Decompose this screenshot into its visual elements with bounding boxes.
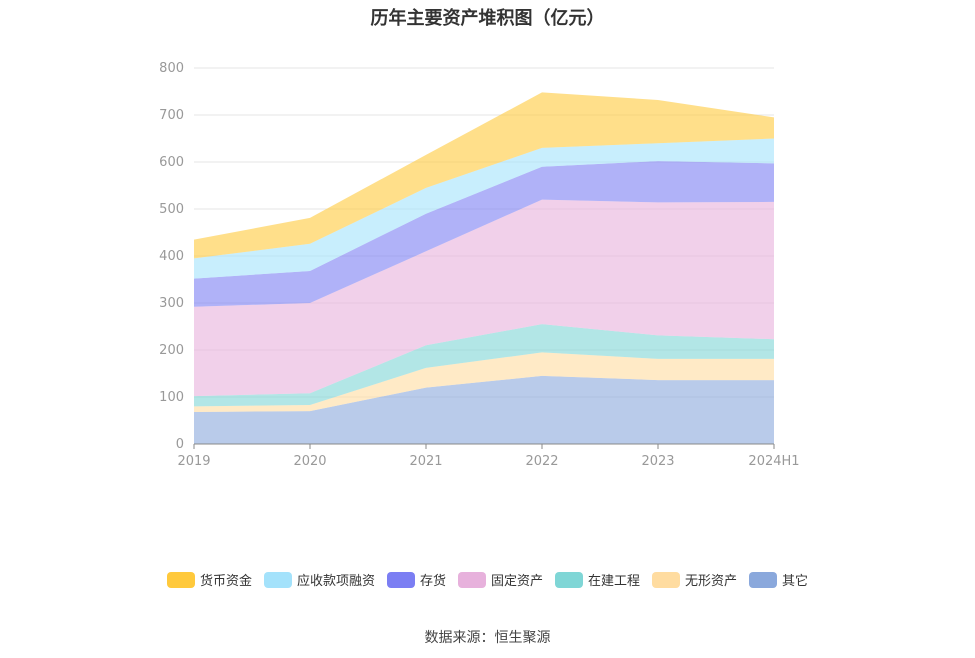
x-tick-label: 2023 (641, 454, 674, 469)
y-tick-label: 600 (159, 155, 184, 170)
y-tick-label: 700 (159, 108, 184, 123)
chart-title: 历年主要资产堆积图（亿元） (370, 8, 605, 29)
legend-swatch (652, 571, 681, 588)
legend-swatch (457, 571, 486, 588)
legend-item[interactable]: 无形资产 (652, 570, 737, 589)
area-series-5 (194, 138, 774, 279)
legend: 货币资金 应收款项融资 存货 固定资产 在建工程 无形资产 其它 (0, 570, 975, 589)
y-tick-label: 200 (159, 343, 184, 358)
area-series-0 (194, 375, 774, 444)
legend-item[interactable]: 应收款项融资 (263, 570, 375, 589)
data-source-note: 数据来源：恒生聚源 (424, 630, 551, 646)
legend-item[interactable]: 其它 (749, 570, 808, 589)
x-tick-label: 2022 (525, 454, 558, 469)
x-tick-label: 2020 (293, 454, 326, 469)
area-series-2 (194, 324, 774, 407)
legend-item[interactable]: 存货 (386, 570, 446, 589)
area-layer (194, 92, 774, 444)
legend-label: 应收款项融资 (296, 574, 375, 589)
area-series-6 (194, 92, 774, 259)
legend-label: 在建工程 (588, 574, 641, 589)
area-series-3 (194, 199, 774, 397)
x-tick-label: 2019 (177, 454, 210, 469)
legend-label: 固定资产 (490, 574, 543, 589)
legend-swatch (166, 571, 195, 588)
y-tick-label: 800 (159, 61, 184, 76)
legend-swatch (555, 571, 583, 588)
legend-label: 货币资金 (199, 574, 252, 589)
legend-swatch (386, 571, 415, 588)
stacked-area-chart: 0 100 200 300 400 500 600 700 800 2019 2020 2021 202… (159, 61, 799, 469)
y-tick-label: 500 (159, 202, 184, 217)
area-series-4 (194, 161, 774, 307)
y-tick-label: 100 (159, 390, 184, 405)
y-tick-label: 300 (159, 296, 184, 311)
legend-label: 无形资产 (685, 574, 738, 589)
x-tick-label: 2021 (409, 454, 442, 469)
legend-label: 存货 (419, 574, 446, 589)
legend-item[interactable]: 在建工程 (555, 570, 640, 589)
axis-layer: 0 100 200 300 400 500 600 700 800 2019 2020 2021 202… (159, 61, 799, 469)
legend-item[interactable]: 货币资金 (166, 570, 252, 589)
area-series-1 (194, 352, 774, 412)
x-tick-label: 2024H1 (748, 454, 799, 469)
y-tick-label: 400 (159, 249, 184, 264)
legend-label: 其它 (782, 574, 809, 589)
legend-swatch (263, 571, 292, 588)
y-tick-label: 0 (176, 437, 184, 452)
legend-swatch (749, 571, 778, 588)
legend-item[interactable]: 固定资产 (457, 570, 543, 589)
